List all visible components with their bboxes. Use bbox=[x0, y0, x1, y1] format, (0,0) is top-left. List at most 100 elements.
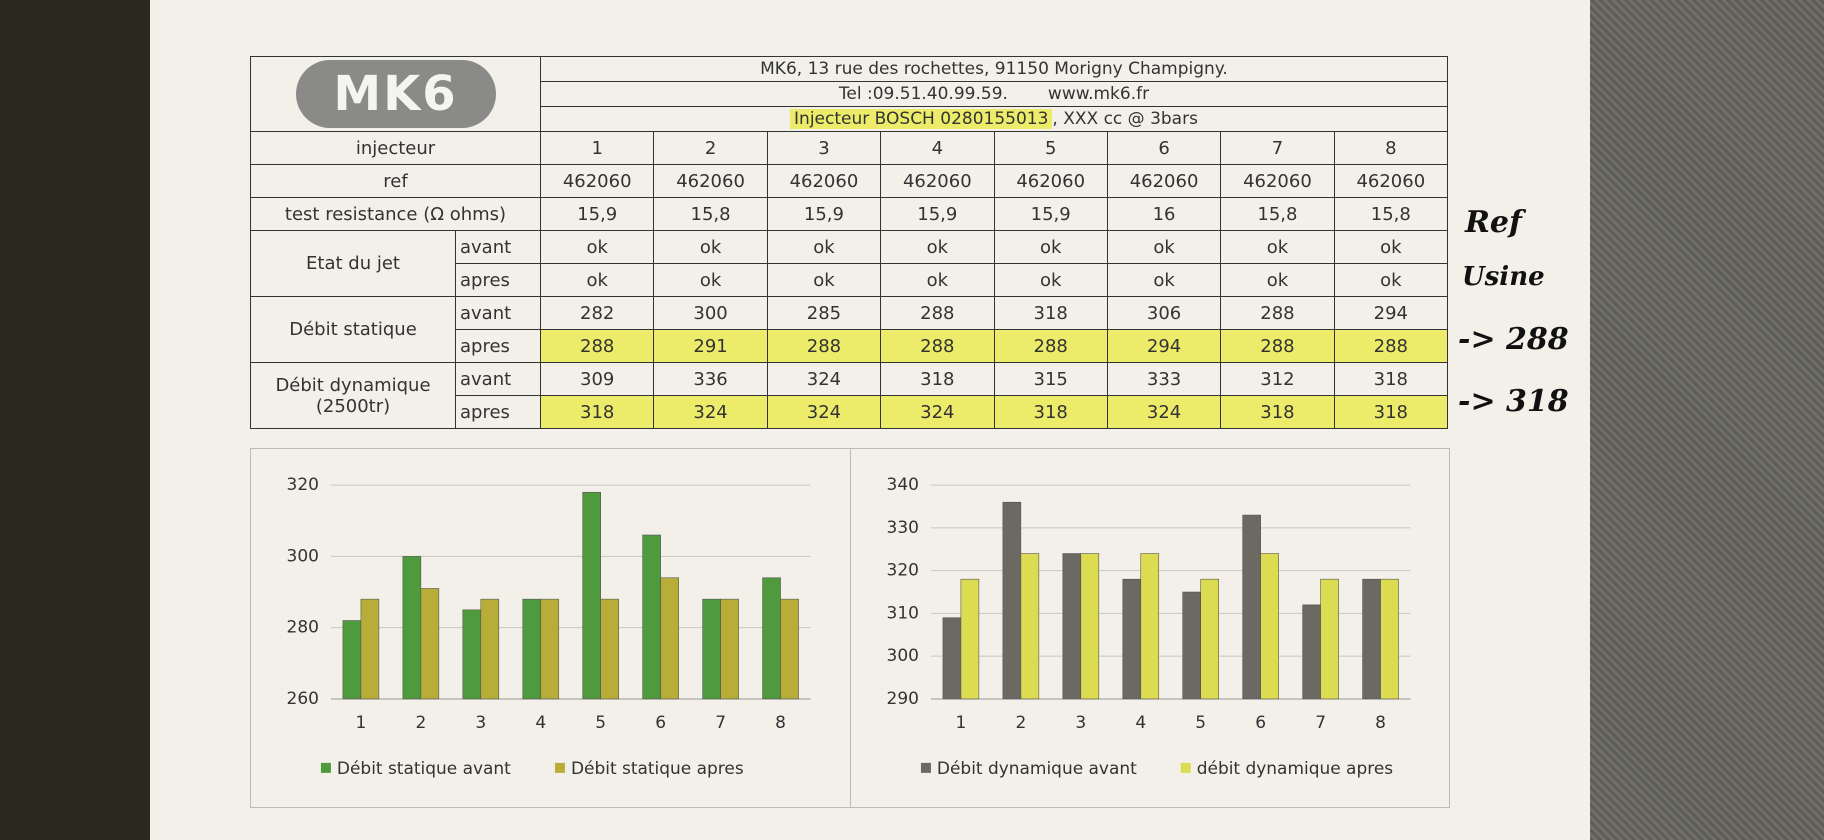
bar bbox=[1379, 578, 1399, 700]
cell: ok bbox=[1106, 263, 1222, 297]
bar bbox=[660, 577, 679, 700]
logo-cell: MK6 bbox=[250, 56, 541, 132]
cell: ok bbox=[880, 230, 995, 264]
x-tick-label: 5 bbox=[595, 713, 606, 733]
cell: 2 bbox=[653, 131, 768, 165]
x-tick-label: 3 bbox=[475, 713, 486, 733]
x-tick-label: 6 bbox=[655, 713, 666, 733]
legend-label: débit dynamique apres bbox=[1196, 759, 1393, 779]
y-tick-label: 300 bbox=[287, 546, 319, 566]
y-tick-label: 280 bbox=[287, 618, 319, 638]
cell: 288 bbox=[1220, 329, 1335, 363]
x-tick-label: 4 bbox=[535, 713, 546, 733]
row-unit: (2500tr) bbox=[315, 395, 391, 417]
cell: 315 bbox=[993, 362, 1108, 396]
cell: ok bbox=[766, 230, 882, 264]
background-fabric bbox=[1560, 0, 1824, 840]
cell: 324 bbox=[653, 395, 768, 429]
cell: 15,8 bbox=[1333, 197, 1449, 231]
website: www.mk6.fr bbox=[1047, 84, 1150, 104]
cell: 462060 bbox=[993, 164, 1108, 198]
x-tick-label: 2 bbox=[1015, 713, 1026, 733]
cell: 288 bbox=[993, 329, 1108, 363]
sub-label: apres bbox=[455, 329, 541, 363]
legend-label: Débit statique avant bbox=[337, 759, 511, 779]
cell: ok bbox=[1333, 230, 1449, 264]
cell: ok bbox=[766, 263, 882, 297]
cell: 312 bbox=[1220, 362, 1335, 396]
cell: 15,8 bbox=[653, 197, 768, 231]
cell: 462060 bbox=[539, 164, 655, 198]
bar bbox=[462, 609, 482, 700]
cell: 324 bbox=[880, 395, 995, 429]
cell: ok bbox=[1220, 263, 1335, 297]
cell: 15,9 bbox=[766, 197, 882, 231]
bar bbox=[342, 620, 362, 700]
bar bbox=[600, 598, 619, 700]
cell: 336 bbox=[653, 362, 768, 396]
cell: 15,9 bbox=[880, 197, 995, 231]
bar bbox=[420, 588, 440, 700]
bar bbox=[1301, 604, 1321, 700]
x-tick-label: 7 bbox=[715, 713, 726, 733]
cell: 324 bbox=[1106, 395, 1222, 429]
injector-note: , XXX cc @ 3bars bbox=[1052, 109, 1198, 129]
bar bbox=[1121, 578, 1141, 700]
contact-cell: Tel :09.51.40.99.59. www.mk6.fr bbox=[540, 81, 1448, 107]
cell: 324 bbox=[766, 395, 882, 429]
annotation: Usine bbox=[1462, 262, 1545, 292]
annotation: -> 288 bbox=[1458, 322, 1569, 357]
cell: 318 bbox=[993, 395, 1108, 429]
logo: MK6 bbox=[295, 60, 496, 128]
annotation: -> 318 bbox=[1458, 384, 1569, 419]
chart: 290 300 310 320 330 340 1 2 3 4 5 6 7 8 Débit dynamiqu… bbox=[849, 449, 1411, 807]
cell: 462060 bbox=[880, 164, 995, 198]
cell: 333 bbox=[1106, 362, 1222, 396]
table-row: injecteur 1 2 3 4 5 6 7 8 bbox=[250, 131, 1449, 165]
cell: 288 bbox=[1220, 296, 1335, 330]
cell: 8 bbox=[1333, 131, 1449, 165]
row-label: test resistance (Ω ohms) bbox=[250, 197, 541, 231]
bar bbox=[1002, 501, 1021, 700]
sub-label: apres bbox=[455, 263, 541, 297]
legend-label: Débit statique apres bbox=[571, 759, 744, 779]
cell: 285 bbox=[766, 296, 882, 330]
cell: 1 bbox=[539, 131, 655, 165]
cell: 294 bbox=[1333, 296, 1449, 330]
cell: 3 bbox=[766, 131, 882, 165]
bar bbox=[642, 534, 661, 700]
bar bbox=[1319, 578, 1339, 700]
chart: 260 280 300 320 1 2 3 4 5 6 7 8 Débit statique avant… bbox=[287, 475, 811, 779]
cell: ok bbox=[653, 230, 768, 264]
cell: 288 bbox=[1333, 329, 1449, 363]
x-tick-label: 7 bbox=[1315, 713, 1326, 733]
cell: 462060 bbox=[1220, 164, 1335, 198]
cell: 5 bbox=[993, 131, 1108, 165]
table-row: test resistance (Ω ohms) 15,9 15,8 15,9 15,9… bbox=[250, 197, 1449, 231]
cell: 282 bbox=[539, 296, 655, 330]
address: MK6, 13 rue des rochettes, 91150 Morigny… bbox=[540, 56, 1448, 82]
bar bbox=[1259, 553, 1279, 700]
cell: 6 bbox=[1106, 131, 1222, 165]
header-row: Tel :09.51.40.99.59. www.mk6.fr bbox=[251, 81, 1448, 107]
cell: 324 bbox=[766, 362, 882, 396]
cell: 462060 bbox=[766, 164, 882, 198]
cell: 300 bbox=[653, 296, 768, 330]
sub-label: avant bbox=[455, 296, 541, 330]
table-row: ref 462060 462060 462060 462060 462060 462060 4… bbox=[250, 164, 1449, 198]
bar bbox=[582, 491, 602, 700]
cell: 291 bbox=[653, 329, 768, 363]
row-label: Etat du jet bbox=[306, 253, 400, 274]
sub-label: avant bbox=[455, 230, 541, 264]
bar bbox=[1062, 553, 1081, 700]
bar bbox=[762, 577, 781, 700]
x-tick-label: 8 bbox=[775, 713, 786, 733]
cell: 318 bbox=[539, 395, 655, 429]
cell: ok bbox=[880, 263, 995, 297]
table-row: apres 318 324 324 324 318 324 318 318 bbox=[251, 395, 1449, 429]
cell: 15,9 bbox=[993, 197, 1108, 231]
cell: 318 bbox=[993, 296, 1108, 330]
cell: 318 bbox=[1333, 362, 1449, 396]
bar bbox=[1361, 578, 1381, 700]
x-tick-label: 1 bbox=[955, 713, 966, 733]
